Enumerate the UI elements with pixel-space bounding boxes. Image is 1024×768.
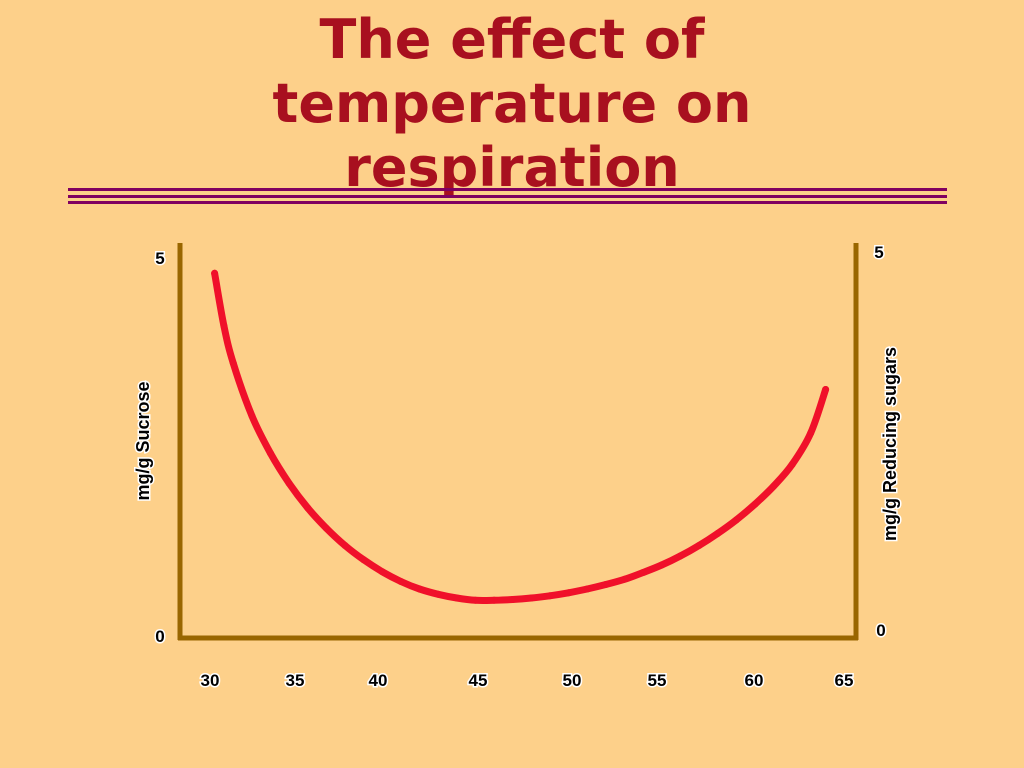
- data-point: [527, 594, 535, 602]
- data-point: [211, 269, 219, 277]
- x-tick-label: 50: [563, 671, 582, 690]
- data-point: [471, 596, 479, 604]
- data-point: [621, 575, 628, 583]
- data-point: [695, 542, 703, 549]
- y-axis-title: mg/g Sucrose: [133, 381, 153, 500]
- data-point: [341, 542, 349, 549]
- data-point: [807, 429, 815, 437]
- x-tick-labels: 30 35 40 45 50 55 60 65: [199, 670, 855, 692]
- data-point: [751, 500, 759, 508]
- data-point: [546, 592, 554, 600]
- data-point: [229, 359, 237, 367]
- x-tick-label: 65: [835, 671, 854, 690]
- y2-tick-label-bottom: 0: [876, 621, 885, 640]
- data-point: [248, 412, 256, 420]
- data-point: [360, 556, 368, 564]
- data-point: [397, 578, 405, 585]
- data-point: [639, 569, 647, 576]
- title-line-2: temperature on: [272, 72, 752, 135]
- x-tick-label: 55: [648, 671, 667, 690]
- data-point: [770, 482, 777, 490]
- data-point: [434, 590, 442, 598]
- title-rule-1: [68, 188, 947, 191]
- data-point: [732, 516, 740, 524]
- data-point: [378, 568, 386, 576]
- data-point: [565, 589, 573, 597]
- data-point: [453, 594, 461, 602]
- x-tick-label: 45: [469, 671, 488, 690]
- data-point: [490, 596, 498, 604]
- chart-axes: [177, 243, 859, 641]
- title-rule-3: [68, 201, 947, 204]
- data-point: [583, 585, 591, 593]
- data-point: [220, 322, 228, 330]
- y2-tick-label-top: 5: [874, 243, 883, 262]
- y-tick-label-bottom: 0: [155, 627, 164, 646]
- title-rule-2: [68, 195, 947, 198]
- data-point: [714, 530, 722, 537]
- x-tick-label: 30: [201, 671, 220, 690]
- series-line: [211, 269, 830, 604]
- data-point: [267, 449, 274, 457]
- data-point: [304, 504, 312, 512]
- data-point: [676, 552, 684, 560]
- y2-axis-title: mg/g Reducing sugars: [880, 347, 900, 541]
- data-point: [416, 585, 423, 593]
- y-axis-labels: 5 0 5 0 mg/g Sucrose mg/g Reducing sugar…: [132, 242, 902, 648]
- data-point: [822, 386, 830, 393]
- x-tick-label: 40: [369, 671, 388, 690]
- data-point: [285, 479, 293, 487]
- slide-title: The effect of temperature on respiration: [0, 8, 1024, 200]
- data-point: [602, 581, 610, 588]
- y-tick-label-top: 5: [155, 249, 164, 268]
- x-tick-label: 60: [745, 671, 764, 690]
- title-line-1: The effect of: [319, 8, 705, 71]
- data-point: [788, 461, 796, 468]
- x-tick-label: 35: [286, 671, 305, 690]
- chart-series: [211, 269, 830, 604]
- data-point: [322, 524, 330, 532]
- data-point: [658, 561, 666, 569]
- data-point: [509, 596, 517, 603]
